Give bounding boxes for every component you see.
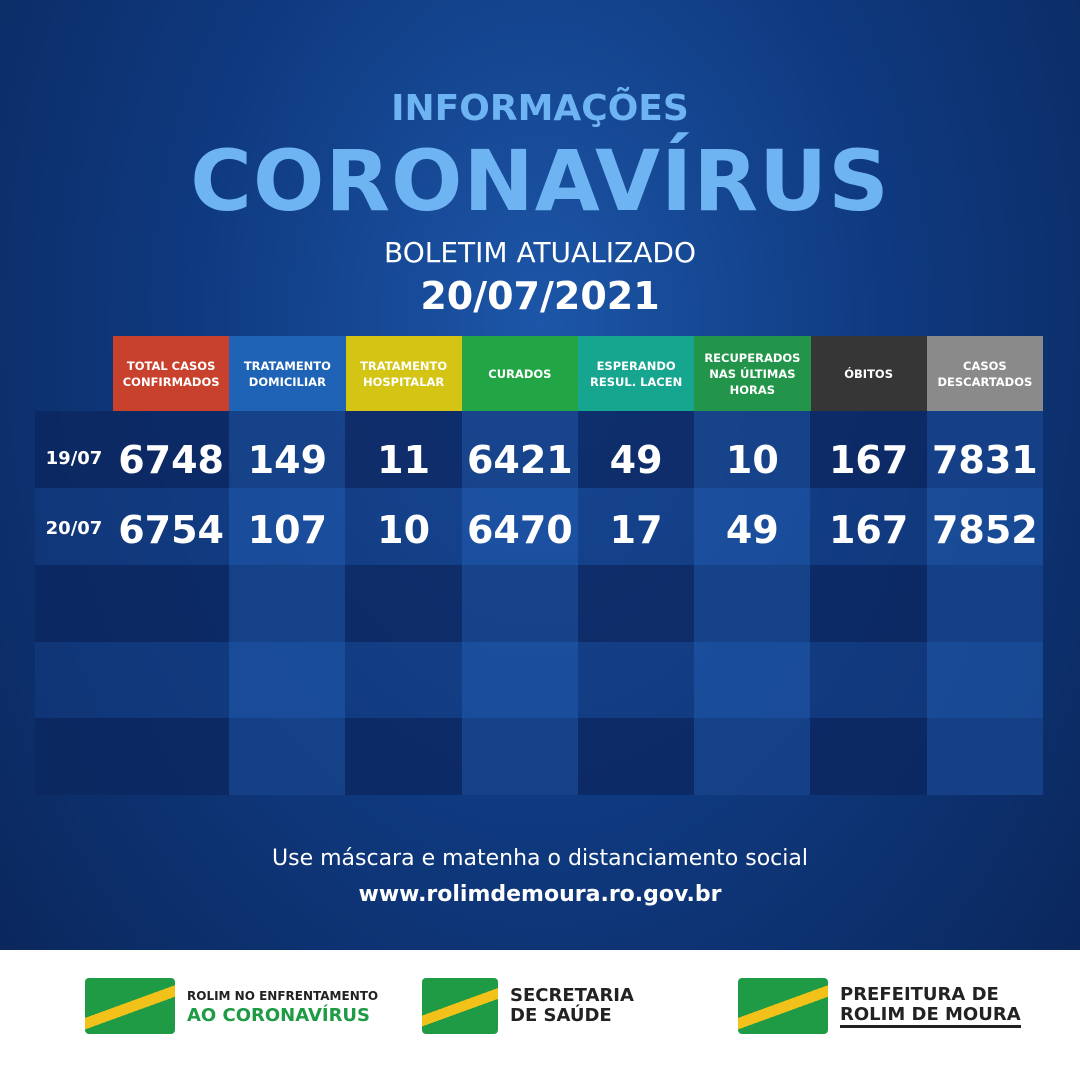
cell-value: 107: [247, 508, 328, 552]
logo-text: ROLIM DE MOURA: [840, 1004, 1021, 1028]
column-band: [926, 411, 1043, 795]
subtitle: BOLETIM ATUALIZADO: [384, 236, 696, 269]
logo-text: SECRETARIA: [510, 985, 634, 1006]
flag: [85, 978, 175, 1034]
column-header: ÓBITOS: [810, 336, 927, 411]
column-header: CASOS DESCARTADOS: [926, 336, 1043, 411]
cell-value: 7852: [931, 508, 1038, 552]
column-header: RECUPERADOS NAS ÚLTIMAS HORAS: [694, 336, 811, 411]
cell-value: 49: [609, 438, 663, 482]
logo-text: PREFEITURA DE: [840, 983, 999, 1005]
cell-value: 149: [247, 438, 328, 482]
cell-value: 6748: [118, 438, 224, 482]
cell-value: 10: [377, 508, 431, 552]
column-header: TRATAMENTO HOSPITALAR: [345, 336, 462, 411]
cell-value: 167: [828, 508, 909, 552]
cell-value: 17: [609, 508, 663, 552]
column-band: [229, 411, 346, 795]
cell-value: 11: [377, 438, 431, 482]
logo-text: AO CORONAVÍRUS: [187, 1005, 371, 1026]
logo: ROLIM NO ENFRENTAMENTO AO CORONAVÍRUS: [85, 978, 378, 1034]
title: CORONAVÍRUS: [190, 132, 890, 230]
row-label: 19/07: [45, 448, 103, 469]
logo: SECRETARIA DE SAÚDE: [422, 978, 634, 1034]
cell-value: 49: [725, 508, 779, 552]
logo-text: ROLIM NO ENFRENTAMENTO: [187, 989, 379, 1003]
cell-value: 167: [828, 438, 909, 482]
cell-value: 6754: [118, 508, 224, 552]
column-header: TOTAL CASOS CONFIRMADOS: [113, 336, 230, 411]
message: Use máscara e matenha o distanciamento s…: [272, 846, 808, 871]
date: 20/07/2021: [420, 274, 660, 318]
flag: [422, 978, 498, 1034]
footer: ROLIM NO ENFRENTAMENTO AO CORONAVÍRUS SEC…: [0, 950, 1080, 1080]
stripe: [35, 411, 1043, 488]
column-band: [461, 411, 578, 795]
kicker: INFORMAÇÕES: [391, 88, 689, 129]
column-band: [694, 411, 811, 795]
cell-value: 10: [725, 438, 779, 482]
logo-text: DE SAÚDE: [510, 1005, 612, 1026]
row-label: 20/07: [45, 518, 103, 539]
flag: [738, 978, 828, 1034]
column-header: TRATAMENTO DOMICILIAR: [229, 336, 346, 411]
stripe: [35, 718, 1043, 795]
cell-value: 6470: [466, 508, 573, 552]
cell-value: 6421: [466, 438, 573, 482]
column-header: ESPERANDO RESUL. LACEN: [578, 336, 695, 411]
cell-value: 7831: [931, 438, 1038, 482]
url[interactable]: www.rolimdemoura.ro.gov.br: [358, 882, 722, 907]
table-background: [35, 411, 1043, 795]
stripe: [35, 565, 1043, 642]
column-header: CURADOS: [461, 336, 578, 411]
logo: PREFEITURA DE ROLIM DE MOURA: [738, 978, 1021, 1034]
